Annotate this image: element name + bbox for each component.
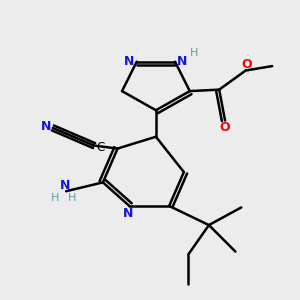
Text: H: H [190,48,198,58]
Text: N: N [59,179,70,192]
Text: O: O [241,58,252,70]
Text: C: C [96,141,105,154]
Text: H: H [51,193,59,203]
Text: O: O [220,121,230,134]
Text: N: N [123,207,133,220]
Text: N: N [41,120,52,133]
Text: N: N [124,55,135,68]
Text: N: N [177,55,188,68]
Text: H: H [68,193,77,203]
